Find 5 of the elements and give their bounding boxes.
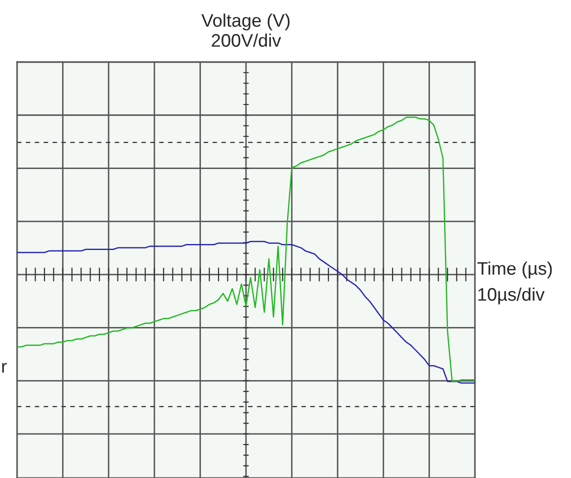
text: r: [2, 362, 7, 373]
chart-title: Voltage (V): [201, 14, 290, 30]
x-axis-title: Time (µs): [477, 262, 552, 278]
chart-subtitle: 200V/div: [212, 34, 282, 47]
text: 10µs/div: [478, 288, 545, 304]
